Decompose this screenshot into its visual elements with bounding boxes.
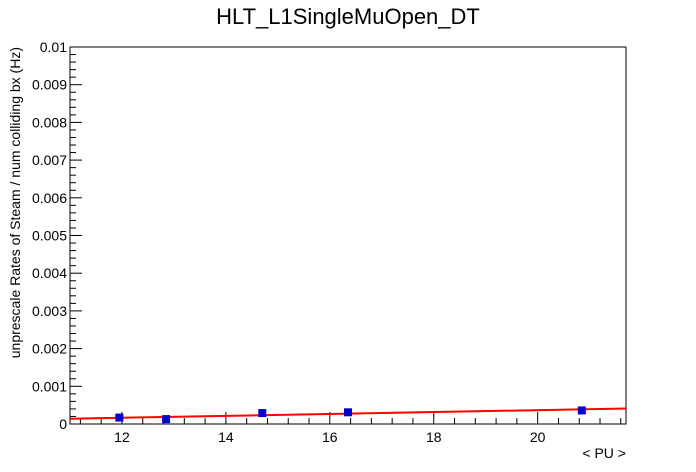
y-tick-label: 0.006	[32, 190, 67, 206]
data-point	[162, 415, 171, 424]
data-point	[258, 409, 267, 418]
data-point	[344, 408, 352, 417]
data-point	[115, 413, 124, 422]
y-tick-label: 0	[59, 416, 67, 432]
y-tick-label: 0.01	[40, 39, 67, 55]
y-tick-label: 0.005	[32, 228, 67, 244]
chart-title: HLT_L1SingleMuOpen_DT	[216, 4, 480, 29]
x-tick-label: 18	[426, 429, 442, 445]
y-tick-label: 0.007	[32, 152, 67, 168]
x-tick-label: 16	[322, 429, 338, 445]
y-axis-label: unprescale Rates of Steam / num collidin…	[7, 47, 23, 358]
x-tick-label: 20	[530, 429, 546, 445]
x-axis-label: < PU >	[582, 445, 626, 461]
x-tick-label: 12	[114, 429, 130, 445]
x-axis-ticks: 12 14 16 18 20	[79, 412, 622, 445]
y-tick-label: 0.002	[32, 341, 67, 357]
plot-frame	[69, 46, 627, 425]
data-point	[577, 406, 586, 415]
y-tick-label: 0.001	[32, 378, 67, 394]
points-layer	[115, 406, 586, 424]
y-tick-label: 0.004	[32, 265, 67, 281]
x-tick-label: 14	[218, 429, 234, 445]
y-tick-label: 0.008	[32, 114, 67, 130]
y-tick-label: 0.009	[32, 77, 67, 93]
y-axis-ticks: 0 0.001 0.002 0.003 0.004 0.005 0.006 0.007 0.00…	[32, 39, 82, 432]
y-tick-label: 0.003	[32, 303, 67, 319]
